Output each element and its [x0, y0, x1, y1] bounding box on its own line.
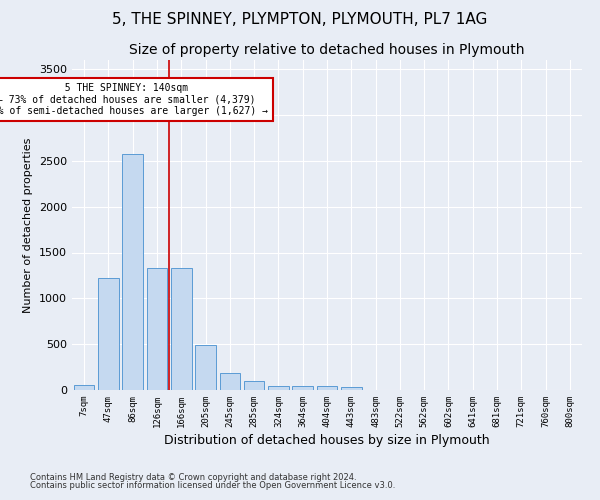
Bar [171, 268, 191, 390]
Bar [317, 386, 337, 390]
Bar [341, 387, 362, 390]
Bar [122, 154, 143, 390]
Bar [195, 345, 216, 390]
Text: 5, THE SPINNEY, PLYMPTON, PLYMOUTH, PL7 1AG: 5, THE SPINNEY, PLYMPTON, PLYMOUTH, PL7 … [112, 12, 488, 28]
Bar [146, 268, 167, 390]
Title: Size of property relative to detached houses in Plymouth: Size of property relative to detached ho… [129, 44, 525, 58]
Bar [268, 386, 289, 390]
Text: Contains HM Land Registry data © Crown copyright and database right 2024.: Contains HM Land Registry data © Crown c… [30, 473, 356, 482]
Bar [244, 382, 265, 390]
Bar [98, 278, 119, 390]
Text: 5 THE SPINNEY: 140sqm  
← 73% of detached houses are smaller (4,379)
27% of semi: 5 THE SPINNEY: 140sqm ← 73% of detached … [0, 83, 268, 116]
Bar [220, 373, 240, 390]
Bar [292, 386, 313, 390]
Text: Contains public sector information licensed under the Open Government Licence v3: Contains public sector information licen… [30, 480, 395, 490]
X-axis label: Distribution of detached houses by size in Plymouth: Distribution of detached houses by size … [164, 434, 490, 447]
Bar [74, 386, 94, 390]
Y-axis label: Number of detached properties: Number of detached properties [23, 138, 34, 312]
